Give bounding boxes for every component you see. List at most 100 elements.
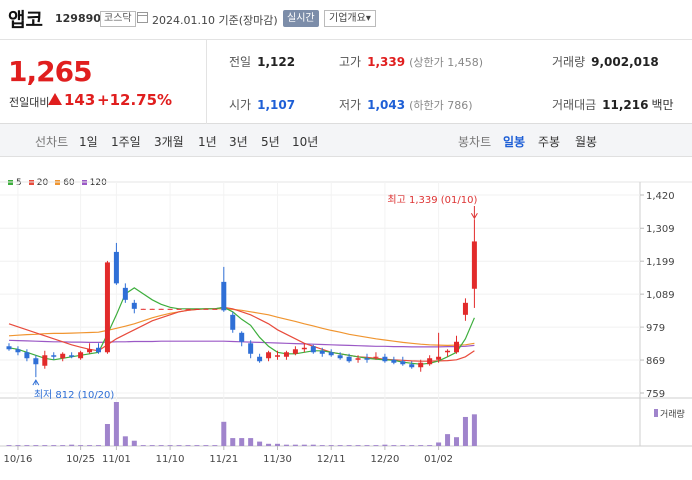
candle-body bbox=[471, 241, 477, 289]
volume-bar bbox=[6, 445, 12, 446]
quote-date: 2024.01.10 기준(장마감) bbox=[152, 12, 278, 28]
volume-bar bbox=[230, 438, 236, 446]
candle-body bbox=[158, 308, 164, 310]
tab-1w[interactable]: 1주일 bbox=[111, 135, 141, 149]
candle-body bbox=[194, 308, 200, 310]
legend-label: 120 bbox=[89, 178, 107, 188]
prev-close-value: 1,122 bbox=[257, 55, 296, 69]
volume-bar bbox=[292, 444, 298, 446]
tab-3m[interactable]: 3개월 bbox=[154, 135, 184, 149]
volume-stat: 거래량 9,002,018 bbox=[552, 53, 659, 70]
volume-bar bbox=[24, 445, 30, 446]
volume-bar bbox=[266, 443, 272, 446]
candle-body bbox=[203, 308, 209, 310]
volume-bar bbox=[257, 441, 263, 446]
tab-3y[interactable]: 3년 bbox=[229, 135, 248, 149]
volume-bar bbox=[418, 445, 424, 446]
candle-body bbox=[409, 364, 415, 368]
stock-name: 앱코 bbox=[8, 9, 43, 31]
change-amount: 143 bbox=[64, 91, 96, 109]
tab-1d[interactable]: 1일 bbox=[79, 135, 98, 149]
x-tick-label: 11/30 bbox=[263, 454, 292, 465]
candle-body bbox=[96, 347, 101, 353]
candle-body bbox=[87, 349, 93, 353]
low-value: 1,043 bbox=[367, 98, 406, 112]
x-tick-label: 11/21 bbox=[209, 454, 238, 465]
tab-1y[interactable]: 1년 bbox=[198, 135, 217, 149]
volume-bar bbox=[239, 438, 245, 446]
x-tick-label: 10/16 bbox=[4, 454, 33, 465]
volume-bar bbox=[283, 444, 289, 446]
candle-body bbox=[346, 356, 352, 362]
candle-body bbox=[427, 358, 433, 365]
candle-body bbox=[33, 358, 39, 365]
tab-10y[interactable]: 10년 bbox=[292, 135, 319, 149]
volume-label: 거래량 bbox=[552, 55, 586, 69]
volume-bar bbox=[221, 421, 227, 446]
quote-summary: 1,265 전일대비 143 +12.75% 전일 1,122 고가 1,339 (상… bbox=[0, 40, 692, 124]
tab-5y[interactable]: 5년 bbox=[261, 135, 280, 149]
y-tick-label: 979 bbox=[646, 323, 665, 334]
y-tick-label: 759 bbox=[646, 389, 665, 400]
candle-body bbox=[436, 356, 442, 360]
volume-bar bbox=[113, 402, 119, 446]
volume-bar bbox=[15, 445, 21, 446]
candle-body bbox=[185, 308, 191, 310]
candle-body bbox=[212, 308, 218, 310]
tab-monthly[interactable]: 월봉 bbox=[575, 135, 598, 149]
candle-body bbox=[310, 346, 316, 353]
volume-bar bbox=[212, 445, 218, 446]
high-value: 1,339 bbox=[367, 55, 406, 69]
open-price: 시가 1,107 bbox=[229, 96, 295, 113]
stock-code: 129890 bbox=[55, 12, 101, 25]
legend-label: 5 bbox=[16, 178, 22, 188]
amount-label: 거래대금 bbox=[552, 98, 597, 112]
quote-date-value: 2024.01.10 bbox=[152, 14, 215, 27]
volume-bar bbox=[275, 443, 280, 446]
chart-tabs: 선차트 1일 1주일 3개월 1년 3년 5년 10년 봉차트 일봉 주봉 월봉 bbox=[0, 124, 692, 157]
change-percent: +12.75% bbox=[97, 91, 173, 109]
candle-body bbox=[445, 350, 451, 353]
up-triangle-icon bbox=[48, 93, 62, 105]
volume-bar bbox=[104, 424, 110, 446]
tab-weekly[interactable]: 주봉 bbox=[538, 135, 561, 149]
volume-bar bbox=[185, 445, 191, 446]
volume-bar bbox=[445, 434, 451, 446]
candle-body bbox=[355, 358, 361, 360]
line-chart-label: 선차트 bbox=[35, 135, 69, 149]
candle-body bbox=[454, 341, 459, 353]
candle-body bbox=[60, 353, 66, 359]
x-tick-label: 01/02 bbox=[424, 454, 453, 465]
volume-bar bbox=[78, 445, 84, 446]
candle-body bbox=[373, 356, 379, 358]
volume-bar bbox=[60, 445, 66, 446]
volume-bar bbox=[167, 445, 173, 446]
volume-bar bbox=[382, 444, 388, 446]
candle-body bbox=[167, 308, 173, 310]
company-info-button[interactable]: 기업개요▾ bbox=[324, 10, 376, 27]
candle-body bbox=[266, 352, 272, 359]
ma20-line bbox=[8, 306, 475, 362]
y-tick-label: 1,309 bbox=[646, 224, 675, 235]
candle-body bbox=[462, 302, 468, 315]
high-price: 고가 1,339 (상한가 1,458) bbox=[339, 53, 483, 70]
realtime-button[interactable]: 실시간 bbox=[283, 10, 319, 27]
candle-body bbox=[78, 352, 84, 359]
x-tick-label: 12/20 bbox=[370, 454, 399, 465]
volume-bar bbox=[122, 436, 128, 446]
tab-daily[interactable]: 일봉 bbox=[503, 135, 526, 149]
high-arrow-head bbox=[470, 213, 478, 220]
candle-body bbox=[283, 352, 289, 357]
candle-body bbox=[104, 262, 110, 353]
candle-body bbox=[328, 352, 334, 356]
candle-body bbox=[418, 362, 424, 368]
candle-body bbox=[24, 352, 30, 359]
volume-bar bbox=[176, 445, 182, 446]
price-chart[interactable]: 759 869 979 1,089 1,199 1,309 1,420 10/16 10/25 1… bbox=[0, 160, 692, 480]
candle-body bbox=[42, 355, 48, 366]
market-badge: 코스닥 bbox=[100, 11, 136, 27]
prev-close: 전일 1,122 bbox=[229, 53, 295, 70]
volume-label: 거래량 bbox=[660, 408, 685, 420]
chevron-down-icon: ▾ bbox=[365, 13, 371, 24]
candle-body bbox=[292, 349, 298, 354]
